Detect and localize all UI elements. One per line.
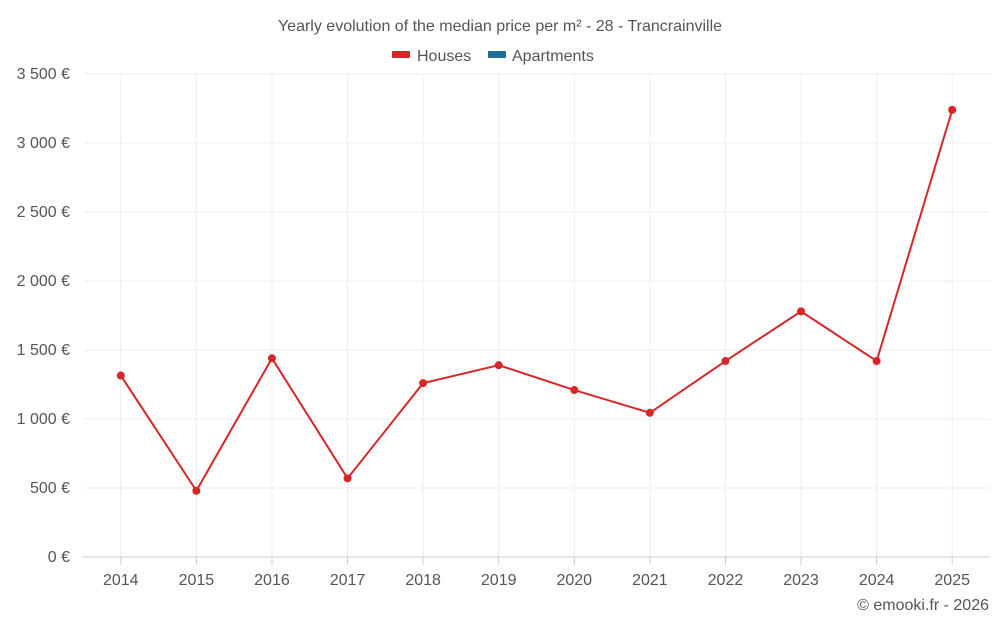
x-tick-label: 2019	[481, 572, 517, 589]
x-tick-label: 2017	[330, 572, 366, 589]
series-line-houses	[119, 109, 954, 492]
legend-label-houses: Houses	[417, 48, 471, 65]
series-layer: 2014: 1315 2015: 480 2016: 1440 2017: 570 20…	[116, 105, 957, 495]
credit-text: © emooki.fr - 2026	[857, 597, 989, 614]
data-point-houses[interactable]: 2018: 1260	[419, 379, 428, 388]
y-tick-label: 2 500 €	[17, 204, 70, 221]
data-point-houses[interactable]: 2014: 1315	[116, 371, 125, 380]
x-tick-label: 2025	[934, 572, 970, 589]
data-point-houses[interactable]: 2015: 480	[192, 486, 201, 495]
y-tick-label: 2 000 €	[17, 273, 70, 290]
y-tick-label: 1 000 €	[17, 411, 70, 428]
x-tick-label: 2014	[103, 572, 139, 589]
y-tick-label: 1 500 €	[17, 342, 70, 359]
data-point-houses[interactable]: 2023: 1780	[797, 307, 806, 316]
legend-item-houses[interactable]: Houses	[392, 48, 471, 65]
y-tick-label: 500 €	[30, 480, 70, 497]
x-axis: 2014 2015 2016 2017 2018 2019 2020 2021 2022 2023…	[83, 556, 990, 589]
data-point-houses[interactable]: 2025: 3240	[948, 105, 957, 114]
x-tick-label: 2015	[179, 572, 215, 589]
x-tick-label: 2021	[632, 572, 668, 589]
legend-item-apartments[interactable]: Apartments	[488, 48, 594, 65]
grid	[83, 73, 990, 557]
x-tick-label: 2020	[556, 572, 592, 589]
y-tick-label: 0 €	[48, 549, 70, 566]
x-tick-label: 2016	[254, 572, 290, 589]
legend-label-apartments: Apartments	[512, 48, 594, 65]
legend: Houses Apartments	[392, 48, 594, 65]
data-point-houses[interactable]: 2016: 1440	[267, 354, 276, 363]
x-tick-label: 2024	[859, 572, 895, 589]
y-tick-label: 3 500 €	[17, 66, 70, 83]
data-point-houses[interactable]: 2019: 1390	[494, 361, 503, 370]
y-tick-label: 3 000 €	[17, 135, 70, 152]
data-point-houses[interactable]: 2017: 570	[343, 474, 352, 483]
data-point-houses[interactable]: 2020: 1210	[570, 386, 579, 395]
x-tick-label: 2023	[783, 572, 819, 589]
y-axis: 0 € 500 € 1 000 € 1 500 € 2 000 € 2 500 € 3 00…	[17, 66, 70, 566]
x-tick-label: 2022	[708, 572, 744, 589]
legend-swatch-apartments	[488, 51, 506, 58]
chart-title: Yearly evolution of the median price per…	[278, 18, 722, 35]
data-point-houses[interactable]: 2021: 1045	[645, 408, 654, 417]
x-tick-label: 2018	[405, 572, 441, 589]
legend-swatch-houses	[392, 51, 410, 58]
